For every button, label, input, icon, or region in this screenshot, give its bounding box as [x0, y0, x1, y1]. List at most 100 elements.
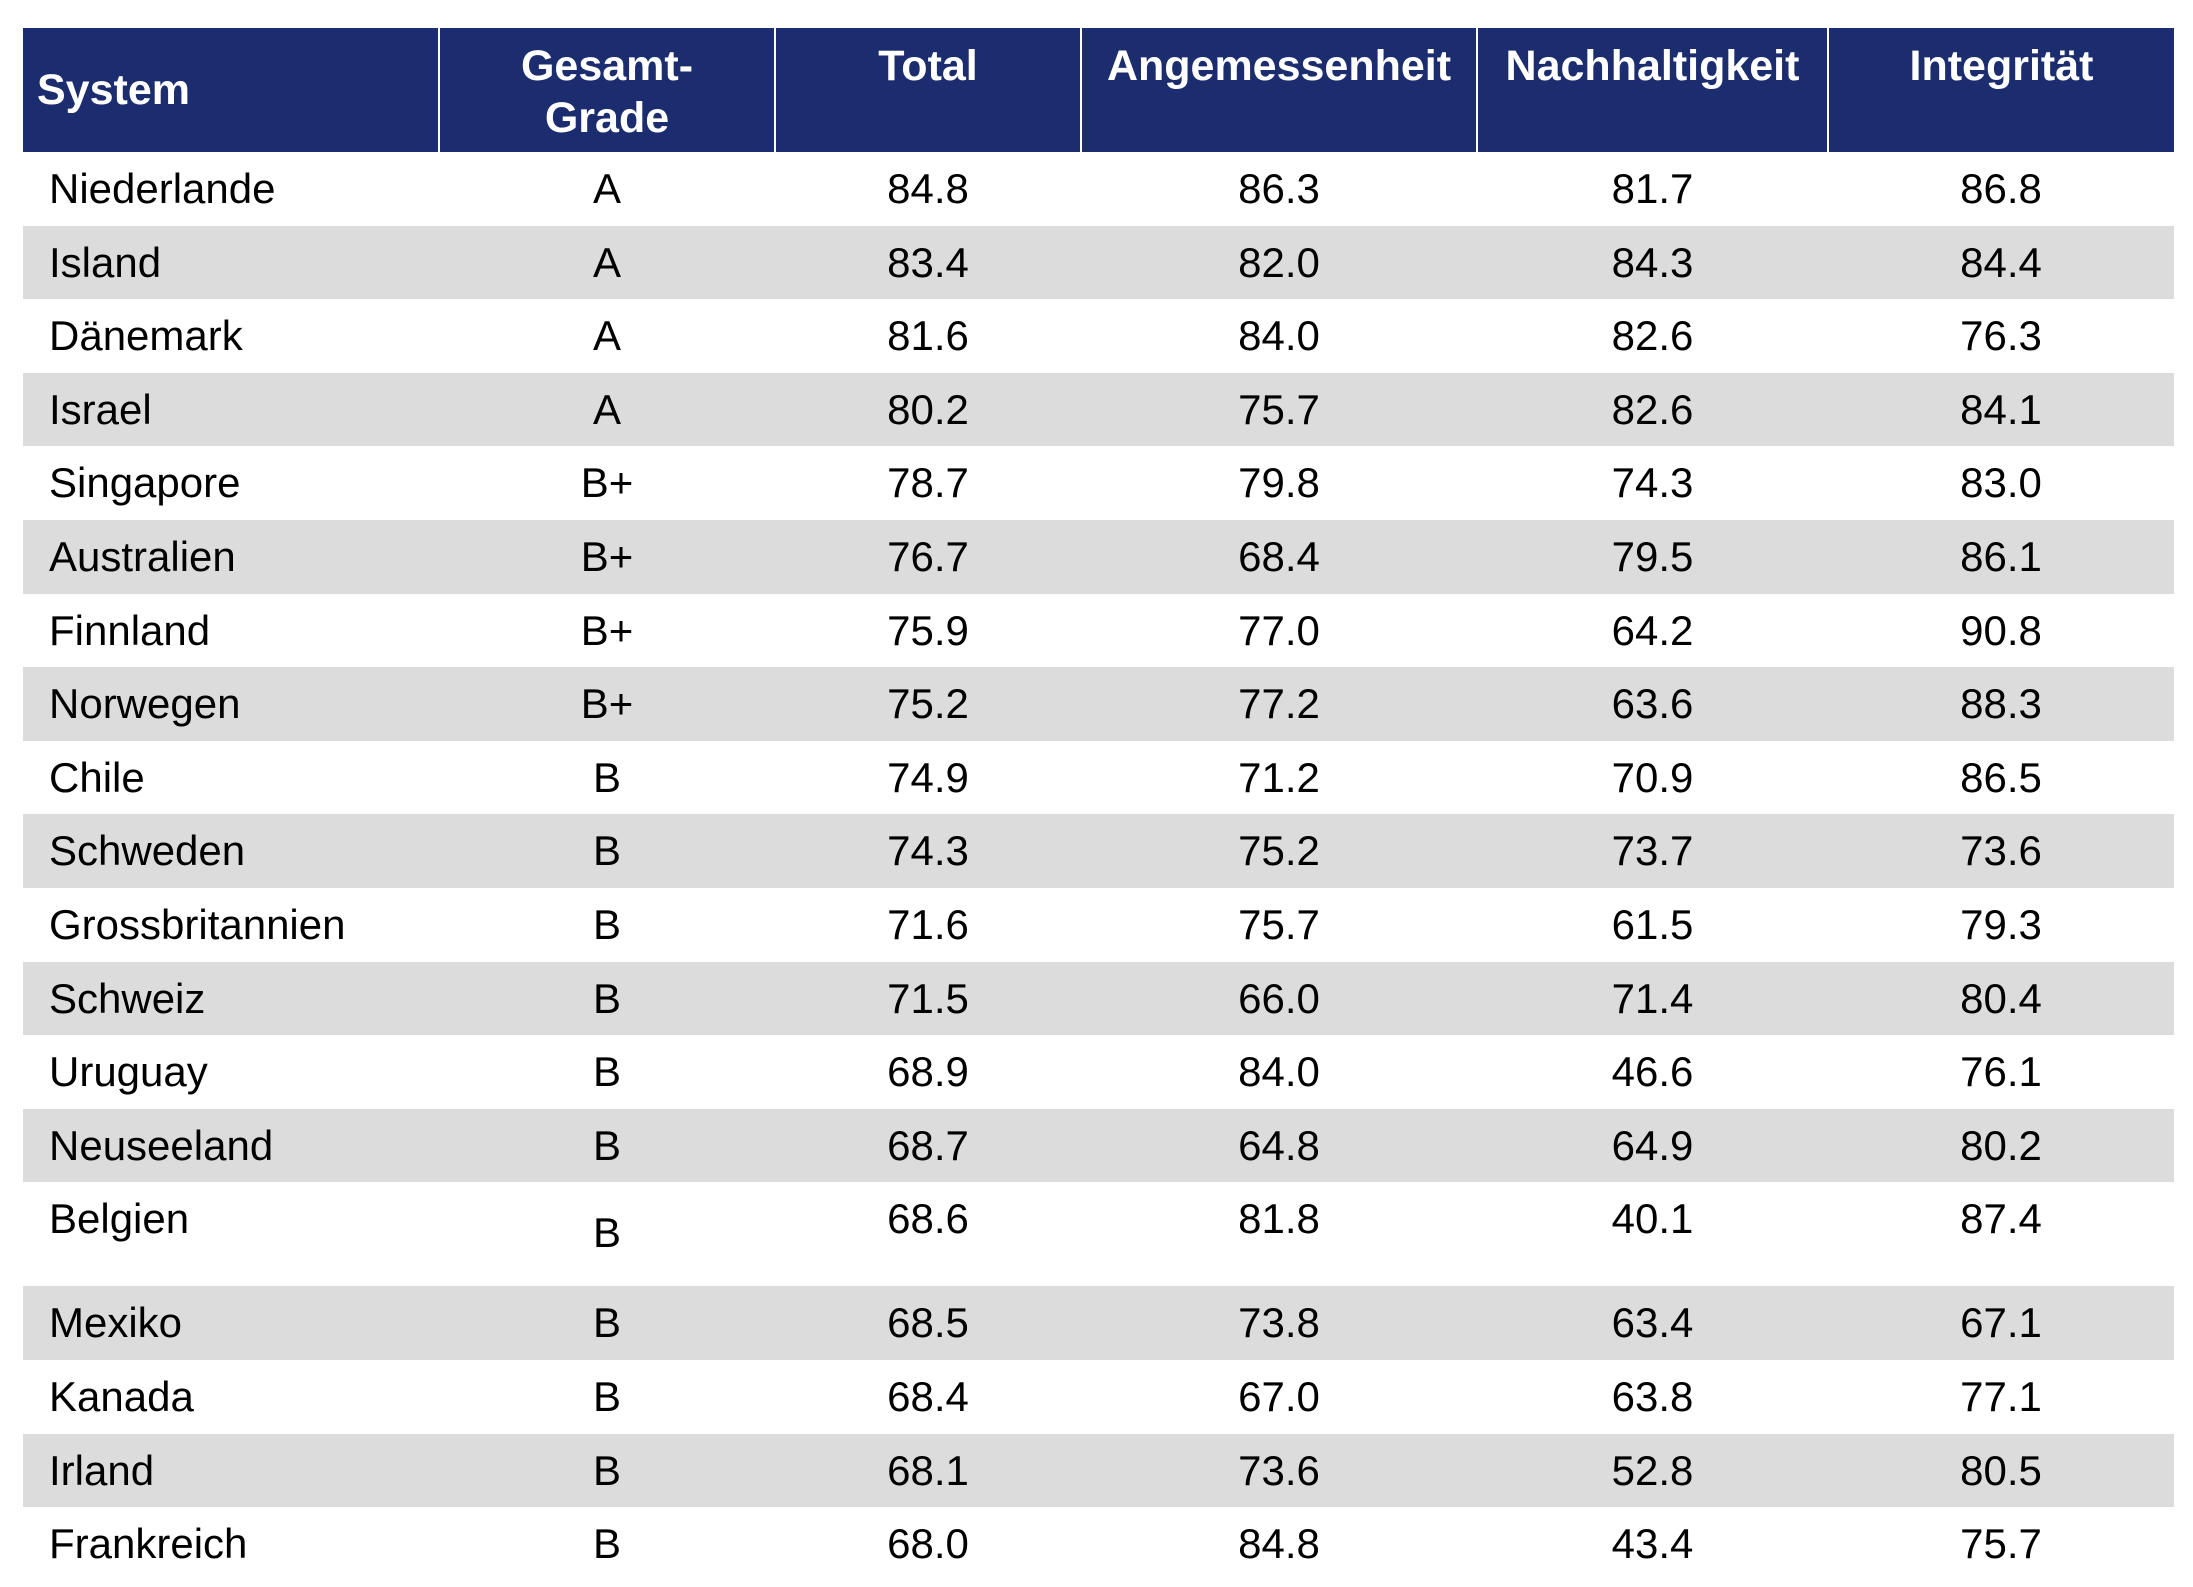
total-cell: 76.7 — [775, 519, 1081, 594]
system-cell: Niederlande — [23, 152, 439, 226]
table-row: Mexiko B 68.5 73.8 63.4 67.1 — [23, 1286, 2174, 1360]
total-cell: 74.9 — [775, 740, 1081, 815]
angemessenheit-cell: 79.8 — [1081, 446, 1477, 520]
integritaet-cell: 84.1 — [1828, 372, 2174, 447]
nachhaltigkeit-cell: 74.3 — [1477, 446, 1828, 520]
table-row: Grossbritannien B 71.6 75.7 61.5 79.3 — [23, 887, 2174, 962]
system-cell: Frankreich — [23, 1507, 439, 1581]
total-cell: 68.5 — [775, 1286, 1081, 1360]
nachhaltigkeit-cell: 71.4 — [1477, 961, 1828, 1036]
system-cell: Dänemark — [23, 299, 439, 373]
integritaet-cell: 76.3 — [1828, 299, 2174, 373]
table-row: Irland B 68.1 73.6 52.8 80.5 — [23, 1433, 2174, 1508]
system-cell: Island — [23, 225, 439, 300]
system-cell: Israel — [23, 372, 439, 447]
total-cell: 74.3 — [775, 814, 1081, 888]
grade-cell: A — [439, 372, 775, 447]
pension-index-table: System Gesamt- Grade Total Angemessenhei… — [23, 28, 2174, 1581]
angemessenheit-cell: 77.2 — [1081, 667, 1477, 741]
integritaet-cell: 90.8 — [1828, 593, 2174, 668]
integritaet-cell: 83.0 — [1828, 446, 2174, 520]
total-cell: 71.6 — [775, 887, 1081, 962]
header-angemessenheit: Angemessenheit — [1080, 28, 1477, 152]
total-cell: 83.4 — [775, 225, 1081, 300]
nachhaltigkeit-cell: 63.8 — [1477, 1359, 1828, 1434]
table-row: Israel A 80.2 75.7 82.6 84.1 — [23, 372, 2174, 447]
grade-cell: A — [439, 225, 775, 300]
integritaet-cell: 76.1 — [1828, 1035, 2174, 1109]
grade-cell: B+ — [439, 593, 775, 668]
table-row: Island A 83.4 82.0 84.3 84.4 — [23, 225, 2174, 300]
nachhaltigkeit-cell: 82.6 — [1477, 372, 1828, 447]
grade-cell: B — [439, 1286, 775, 1360]
total-cell: 75.2 — [775, 667, 1081, 741]
table-row: Australien B+ 76.7 68.4 79.5 86.1 — [23, 519, 2174, 594]
table-row: Belgien B 68.6 81.8 40.1 87.4 — [23, 1182, 2174, 1287]
system-cell: Mexiko — [23, 1286, 439, 1360]
angemessenheit-cell: 77.0 — [1081, 593, 1477, 668]
system-cell: Schweiz — [23, 961, 439, 1036]
grade-cell: B — [439, 740, 775, 815]
grade-cell: B+ — [439, 667, 775, 741]
header-row: System Gesamt- Grade Total Angemessenhei… — [23, 28, 2174, 152]
integritaet-cell: 77.1 — [1828, 1359, 2174, 1434]
grade-cell: B — [439, 1035, 775, 1109]
table-header: System Gesamt- Grade Total Angemessenhei… — [23, 28, 2174, 152]
table-body: Niederlande A 84.8 86.3 81.7 86.8 Island A 83.4 8… — [23, 152, 2174, 1581]
integritaet-cell: 80.4 — [1828, 961, 2174, 1036]
total-cell: 84.8 — [775, 152, 1081, 226]
table-row: Norwegen B+ 75.2 77.2 63.6 88.3 — [23, 667, 2174, 741]
integritaet-cell: 80.5 — [1828, 1433, 2174, 1508]
total-cell: 68.0 — [775, 1507, 1081, 1581]
table-row: Schweiz B 71.5 66.0 71.4 80.4 — [23, 961, 2174, 1036]
grade-cell: A — [439, 152, 775, 226]
angemessenheit-cell: 71.2 — [1081, 740, 1477, 815]
grade-cell: B — [439, 887, 775, 962]
nachhaltigkeit-cell: 64.2 — [1477, 593, 1828, 668]
total-cell: 68.6 — [775, 1182, 1081, 1287]
nachhaltigkeit-cell: 52.8 — [1477, 1433, 1828, 1508]
header-grade: Gesamt- Grade — [438, 28, 775, 152]
system-cell: Irland — [23, 1433, 439, 1508]
nachhaltigkeit-cell: 40.1 — [1477, 1182, 1828, 1287]
integritaet-cell: 80.2 — [1828, 1108, 2174, 1183]
grade-cell: B — [439, 1108, 775, 1183]
angemessenheit-cell: 82.0 — [1081, 225, 1477, 300]
angemessenheit-cell: 81.8 — [1081, 1182, 1477, 1287]
nachhaltigkeit-cell: 46.6 — [1477, 1035, 1828, 1109]
table-row: Kanada B 68.4 67.0 63.8 77.1 — [23, 1359, 2174, 1434]
angemessenheit-cell: 84.8 — [1081, 1507, 1477, 1581]
table-row: Chile B 74.9 71.2 70.9 86.5 — [23, 740, 2174, 815]
system-cell: Finnland — [23, 593, 439, 668]
nachhaltigkeit-cell: 81.7 — [1477, 152, 1828, 226]
system-cell: Singapore — [23, 446, 439, 520]
header-nachhaltigkeit: Nachhaltigkeit — [1476, 28, 1828, 152]
grade-cell: A — [439, 299, 775, 373]
grade-cell: B+ — [439, 519, 775, 594]
system-cell: Belgien — [23, 1182, 439, 1287]
integritaet-cell: 67.1 — [1828, 1286, 2174, 1360]
header-grade-line-2: Grade — [544, 94, 670, 142]
angemessenheit-cell: 73.8 — [1081, 1286, 1477, 1360]
table-row: Schweden B 74.3 75.2 73.7 73.6 — [23, 814, 2174, 888]
total-cell: 68.9 — [775, 1035, 1081, 1109]
header-system: System — [23, 28, 439, 152]
nachhaltigkeit-cell: 84.3 — [1477, 225, 1828, 300]
integritaet-cell: 87.4 — [1828, 1182, 2174, 1287]
total-cell: 75.9 — [775, 593, 1081, 668]
integritaet-cell: 86.5 — [1828, 740, 2174, 815]
angemessenheit-cell: 84.0 — [1081, 299, 1477, 373]
table-row: Frankreich B 68.0 84.8 43.4 75.7 — [23, 1507, 2174, 1581]
integritaet-cell: 84.4 — [1828, 225, 2174, 300]
integritaet-cell: 88.3 — [1828, 667, 2174, 741]
nachhaltigkeit-cell: 82.6 — [1477, 299, 1828, 373]
table-row: Niederlande A 84.8 86.3 81.7 86.8 — [23, 152, 2174, 226]
integritaet-cell: 79.3 — [1828, 887, 2174, 962]
total-cell: 78.7 — [775, 446, 1081, 520]
system-cell: Norwegen — [23, 667, 439, 741]
total-cell: 80.2 — [775, 372, 1081, 447]
header-integritaet: Integrität — [1827, 28, 2174, 152]
grade-cell: B — [439, 1507, 775, 1581]
angemessenheit-cell: 67.0 — [1081, 1359, 1477, 1434]
table-row: Uruguay B 68.9 84.0 46.6 76.1 — [23, 1035, 2174, 1109]
